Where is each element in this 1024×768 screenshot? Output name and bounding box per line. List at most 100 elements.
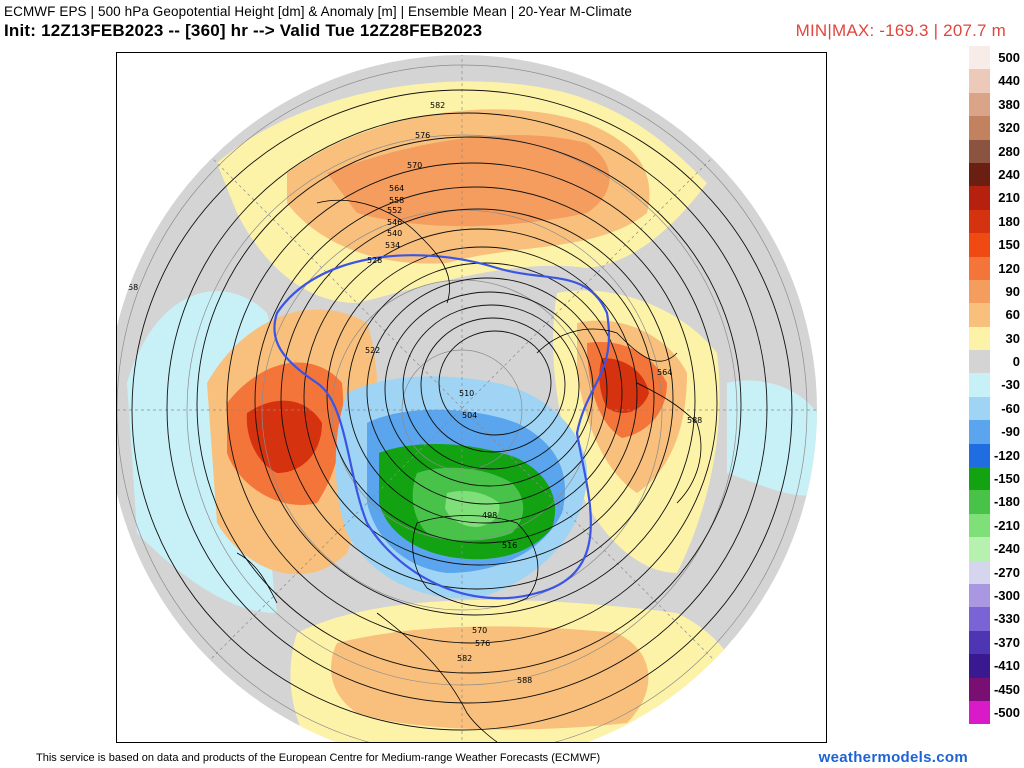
anomaly-region-pos60-south (331, 626, 649, 730)
colorbar-row: 280 (969, 139, 1024, 163)
colorbar-swatch (969, 162, 990, 187)
colorbar-row: -150 (969, 467, 1024, 491)
contour-label: 582 (430, 101, 445, 110)
colorbar-label: -120 (993, 447, 1020, 463)
colorbar-swatch (969, 139, 990, 163)
contour-label: 498 (482, 511, 497, 520)
graticule (117, 55, 817, 742)
colorbar-row: -450 (969, 677, 1024, 701)
colorbar-label: -500 (993, 704, 1020, 720)
colorbar-swatch (969, 677, 990, 701)
colorbar-label: -330 (993, 611, 1020, 627)
colorbar-row: -210 (969, 513, 1024, 538)
colorbar-swatch (969, 560, 990, 584)
colorbar-row: 60 (969, 303, 1024, 327)
colorbar-label: -300 (993, 587, 1020, 603)
colorbar-row: -500 (969, 700, 1024, 725)
colorbar-label: -210 (993, 517, 1020, 533)
colorbar-label: -150 (993, 471, 1020, 487)
colorbar-swatch (969, 233, 990, 257)
colorbar-row: 180 (969, 209, 1024, 234)
colorbar-swatch (969, 700, 990, 725)
colorbar-row: 500 (969, 46, 1024, 70)
colorbar-row: -330 (969, 607, 1024, 631)
contour-label: 588 (517, 676, 532, 685)
colorbar-label: -370 (993, 634, 1020, 650)
colorbar-swatch (969, 303, 990, 327)
contour-label: 558 (389, 196, 404, 205)
anomaly-region-pos90-north (327, 134, 610, 227)
colorbar-label: -410 (993, 658, 1020, 674)
colorbar-row: -120 (969, 443, 1024, 468)
colorbar-label: -240 (993, 541, 1020, 557)
colorbar-row: 90 (969, 279, 1024, 304)
contour-label: 510 (459, 389, 474, 398)
colorbar-row: -270 (969, 560, 1024, 584)
brand-link[interactable]: weathermodels.com (818, 749, 968, 766)
chart-title: ECMWF EPS | 500 hPa Geopotential Height … (4, 4, 632, 19)
colorbar-row: 440 (969, 69, 1024, 93)
colorbar-label: 500 (998, 50, 1020, 65)
anomaly-region-neg180-trough (445, 491, 500, 527)
coastlines (236, 199, 702, 742)
colorbar-swatch (969, 373, 990, 397)
colorbar-swatch (969, 467, 990, 491)
colorbar-label: -30 (1001, 377, 1020, 393)
colorbar-row: -30 (969, 373, 1024, 397)
colorbar-row: 380 (969, 92, 1024, 117)
colorbar-label: 440 (998, 73, 1020, 89)
colorbar-label: 240 (998, 166, 1020, 182)
colorbar-swatch (969, 630, 990, 655)
contour-label: 528 (367, 256, 382, 265)
colorbar-swatch (969, 396, 990, 421)
colorbar-label: 320 (998, 120, 1020, 136)
colorbar-label: 60 (1005, 307, 1020, 323)
colorbar-row: -180 (969, 490, 1024, 514)
colorbar-swatch (969, 443, 990, 468)
colorbar-label: 30 (1005, 330, 1020, 346)
colorbar-swatch (969, 326, 990, 351)
colorbar-label: -450 (993, 681, 1020, 697)
contour-label: 540 (387, 229, 402, 238)
min-max-readout: MIN|MAX: -169.3 | 207.7 m (795, 21, 1006, 40)
contour-label: 588 (687, 416, 702, 425)
colorbar-swatch (969, 69, 990, 93)
contour-label: 582 (457, 654, 472, 663)
init-valid-line: Init: 12Z13FEB2023 -- [360] hr --> Valid… (4, 21, 483, 40)
colorbar-legend: 500 440 380 320 280 240 210 180 150 120 90 60 30 0 -30… (969, 46, 1024, 725)
contour-label: 576 (475, 639, 490, 648)
colorbar-row: 150 (969, 233, 1024, 257)
colorbar-swatch (969, 490, 990, 514)
colorbar-swatch (969, 583, 990, 608)
contour-label: 570 (472, 626, 487, 635)
colorbar-row: -370 (969, 630, 1024, 655)
height-contours (131, 89, 793, 731)
colorbar-row: -240 (969, 537, 1024, 561)
contour-label: 570 (407, 161, 422, 170)
colorbar-row: -410 (969, 654, 1024, 678)
colorbar-swatch (969, 607, 990, 631)
colorbar-swatch (969, 279, 990, 304)
colorbar-label: 150 (998, 237, 1020, 253)
colorbar-swatch (969, 350, 990, 374)
colorbar-label: 0 (1012, 354, 1020, 370)
colorbar-row: 240 (969, 162, 1024, 187)
colorbar-label: 180 (998, 213, 1020, 229)
map-canvas: 5885825765705645585525465405345285225105… (117, 53, 826, 742)
contour-label: 546 (387, 218, 402, 227)
colorbar-swatch (969, 186, 990, 210)
contour-label: 558 (123, 283, 138, 292)
contour-label: 564 (657, 368, 672, 377)
colorbar-label: 380 (998, 96, 1020, 112)
data-source-disclaimer: This service is based on data and produc… (36, 752, 601, 764)
colorbar-swatch (969, 116, 990, 140)
colorbar-label: -90 (1001, 424, 1020, 440)
colorbar-row: 320 (969, 116, 1024, 140)
colorbar-row: -300 (969, 583, 1024, 608)
colorbar-swatch (969, 46, 990, 70)
colorbar-label: 90 (1005, 283, 1020, 299)
contour-label: 516 (502, 541, 517, 550)
colorbar-label: 120 (998, 260, 1020, 276)
colorbar-swatch (969, 420, 990, 444)
anomaly-region-neg30-east (727, 380, 817, 496)
